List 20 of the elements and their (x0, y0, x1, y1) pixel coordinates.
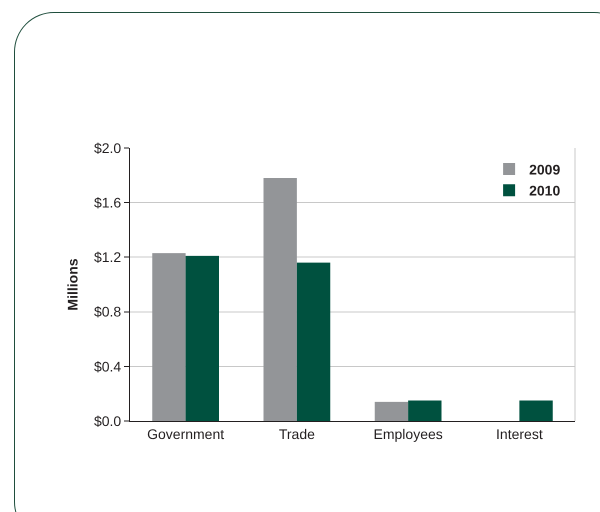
y-tick-label: $1.2 (94, 249, 122, 266)
bar (264, 178, 297, 421)
x-tick-label: Interest (496, 426, 543, 442)
y-tick-label: $0.0 (94, 412, 122, 429)
x-tick-label: Employees (373, 426, 443, 442)
legend-label: 2010 (529, 182, 560, 199)
y-tick-label: $0.8 (94, 304, 122, 320)
bar (408, 400, 442, 421)
bar (296, 262, 330, 421)
legend-label: 2009 (529, 162, 560, 178)
x-tick-label: Government (147, 426, 224, 442)
y-tick-label: $0.4 (94, 358, 122, 374)
bar (374, 402, 408, 421)
bar (152, 253, 186, 421)
bar (519, 400, 553, 421)
y-tick-label: $1.6 (94, 194, 122, 210)
y-axis-title: Millions (64, 258, 81, 311)
bar (186, 256, 219, 421)
y-tick-label: $2.0 (94, 140, 122, 156)
x-tick-label: Trade (278, 426, 316, 442)
